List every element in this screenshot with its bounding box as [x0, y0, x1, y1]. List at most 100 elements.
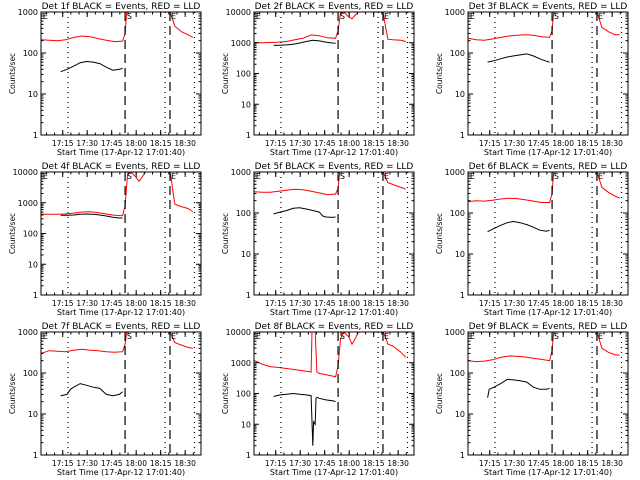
time-marker-label: S [340, 12, 345, 21]
x-tick-label: 17:45 [528, 139, 550, 148]
y-tick-label: 1 [460, 451, 465, 460]
y-tick-label: 10 [28, 90, 38, 99]
x-tick-label: 17:30 [76, 299, 98, 308]
x-axis-title: Start Time (17-Apr-12 17:01:40) [270, 148, 398, 157]
x-tick-label: 18:00 [125, 459, 147, 468]
series-line-lld [254, 12, 406, 44]
x-tick-label: 18:30 [387, 299, 409, 308]
time-marker-label: E [470, 332, 475, 341]
panel-title: Det 6f BLACK = Events, RED = LLD [469, 162, 628, 172]
x-tick-label: 18:00 [552, 459, 574, 468]
time-marker-label: E [384, 172, 389, 181]
y-tick-label: 1 [460, 131, 465, 140]
x-tick-label: 18:30 [601, 299, 623, 308]
y-axis-title: Counts/sec [221, 373, 230, 414]
y-tick-label: 100 [23, 49, 38, 58]
time-marker-label: E [384, 332, 389, 341]
y-tick-label: 1000 [18, 199, 38, 208]
y-axis-title: Counts/sec [221, 213, 230, 254]
time-marker-label: E [598, 172, 603, 181]
plot-frame [253, 11, 415, 136]
y-tick-label: 10 [455, 90, 465, 99]
x-tick-label: 18:30 [601, 139, 623, 148]
y-axis-title: Counts/sec [8, 213, 17, 254]
panel-title: Det 7f BLACK = Events, RED = LLD [42, 322, 201, 332]
series-line-events [487, 378, 550, 398]
y-tick-label: 10000 [226, 328, 251, 337]
x-tick-label: 18:15 [150, 459, 172, 468]
x-tick-label: 17:30 [503, 299, 525, 308]
y-axis-title: Counts/sec [8, 53, 17, 94]
time-marker-label: E [256, 172, 261, 181]
y-tick-label: 1 [246, 131, 251, 140]
time-marker-label: E [470, 12, 475, 21]
x-axis-title: Start Time (17-Apr-12 17:01:40) [484, 468, 612, 477]
plot-frame [467, 171, 629, 296]
time-marker-label: E [470, 172, 475, 181]
y-axis-title: Counts/sec [8, 373, 17, 414]
panel-title: Det 2f BLACK = Events, RED = LLD [255, 2, 414, 12]
series-line-events [60, 213, 123, 219]
y-tick-label: 100 [236, 70, 251, 79]
time-marker-label: S [340, 332, 345, 341]
y-tick-label: 1 [246, 451, 251, 460]
time-marker-label: S [127, 12, 132, 21]
panel-title: Det 9f BLACK = Events, RED = LLD [469, 322, 628, 332]
x-axis-title: Start Time (17-Apr-12 17:01:40) [57, 468, 185, 477]
panel-title: Det 5f BLACK = Events, RED = LLD [255, 162, 414, 172]
x-tick-label: 17:45 [101, 299, 123, 308]
x-tick-label: 18:15 [363, 459, 385, 468]
x-tick-label: 18:30 [387, 459, 409, 468]
y-tick-label: 10000 [226, 8, 251, 17]
plot-frame [40, 11, 202, 136]
time-marker-label: E [43, 332, 48, 341]
x-tick-label: 17:30 [289, 139, 311, 148]
series-line-events [487, 220, 550, 233]
x-tick-label: 17:30 [76, 459, 98, 468]
plot-frame [40, 331, 202, 456]
panel-title: Det 3f BLACK = Events, RED = LLD [469, 2, 628, 12]
x-tick-label: 18:30 [174, 299, 196, 308]
x-tick-label: 18:15 [363, 139, 385, 148]
time-marker-label: S [554, 12, 559, 21]
plot-frame [253, 171, 415, 296]
x-tick-label: 18:15 [577, 459, 599, 468]
x-tick-label: 17:15 [265, 139, 287, 148]
x-tick-label: 17:15 [52, 139, 74, 148]
x-tick-label: 18:30 [387, 139, 409, 148]
y-tick-label: 100 [450, 369, 465, 378]
y-tick-label: 100 [23, 230, 38, 239]
time-marker-label: E [171, 332, 176, 341]
x-tick-label: 18:00 [552, 139, 574, 148]
x-tick-label: 17:15 [479, 299, 501, 308]
y-tick-label: 1 [33, 451, 38, 460]
y-tick-label: 10 [455, 250, 465, 259]
x-tick-label: 18:00 [338, 139, 360, 148]
y-tick-label: 1000 [231, 168, 251, 177]
y-tick-label: 10 [241, 100, 251, 109]
time-marker-label: E [256, 12, 261, 21]
y-tick-label: 10 [241, 420, 251, 429]
plot-frame [467, 11, 629, 136]
series-group [254, 12, 406, 46]
series-line-lld [254, 172, 406, 196]
x-axis-title: Start Time (17-Apr-12 17:01:40) [270, 468, 398, 477]
series-line-events [273, 392, 336, 446]
time-marker-label: E [598, 12, 603, 21]
series-group [468, 172, 621, 233]
time-marker-label: E [43, 172, 48, 181]
y-tick-label: 100 [450, 209, 465, 218]
y-axis-title: Counts/sec [435, 53, 444, 94]
series-line-lld [254, 332, 407, 378]
series-line-lld [41, 12, 194, 43]
x-axis-title: Start Time (17-Apr-12 17:01:40) [270, 308, 398, 317]
x-tick-label: 17:15 [52, 459, 74, 468]
panel-title: Det 8f BLACK = Events, RED = LLD [255, 322, 414, 332]
panel-title: Det 1f BLACK = Events, RED = LLD [42, 2, 201, 12]
y-axis-title: Counts/sec [435, 213, 444, 254]
